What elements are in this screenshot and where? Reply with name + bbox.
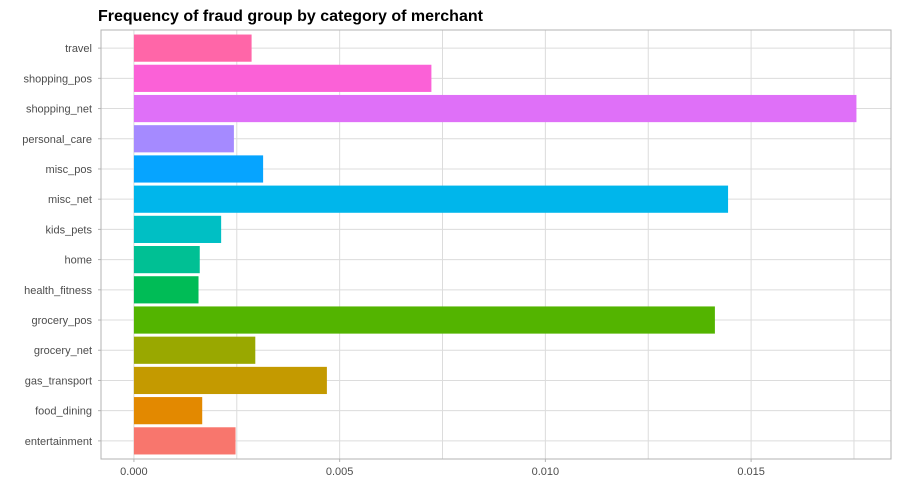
y-axis-tick-labels: entertainment food_dining gas_transport gro… — [22, 43, 101, 448]
x-tick-label: 0.005 — [326, 466, 354, 478]
x-tick-label: 0.010 — [532, 466, 560, 478]
y-tick-label: personal_care — [22, 134, 92, 146]
y-tick-label: grocery_pos — [31, 315, 92, 327]
plot-panel-border — [100, 29, 892, 460]
y-tick-label: misc_pos — [46, 164, 93, 176]
bar-misc-net — [133, 185, 729, 213]
bar-kids-pets — [133, 215, 222, 243]
bar-personal-care — [133, 125, 234, 153]
bar-shopping-net — [133, 94, 857, 123]
grid — [101, 30, 891, 459]
x-tick-label: 0.015 — [737, 466, 765, 478]
y-tick-label: kids_pets — [46, 224, 93, 236]
bar-home — [133, 246, 200, 274]
chart-title: Frequency of fraud group by category of … — [98, 8, 484, 25]
y-tick-label: shopping_net — [26, 104, 92, 116]
bar-entertainment — [133, 427, 236, 455]
x-tick-label: 0.000 — [120, 466, 148, 478]
bar-misc-pos — [133, 155, 264, 183]
y-tick-label: misc_net — [48, 194, 92, 206]
bar-shopping-pos — [133, 64, 432, 92]
bar-food-dining — [133, 397, 203, 425]
y-tick-label: entertainment — [25, 436, 92, 448]
y-tick-label: food_dining — [35, 406, 92, 418]
y-tick-label: shopping_pos — [23, 73, 92, 85]
x-axis-tick-labels: 0.000 0.005 0.010 0.015 — [120, 459, 765, 478]
bars — [133, 34, 857, 455]
y-tick-label: gas_transport — [25, 375, 92, 387]
y-tick-label: travel — [65, 43, 92, 55]
bar-gas-transport — [133, 366, 327, 395]
bar-health-fitness — [133, 276, 199, 304]
bar-travel — [133, 34, 252, 62]
y-tick-label: home — [64, 255, 92, 267]
bar-grocery-net — [133, 336, 256, 364]
bar-grocery-pos — [133, 306, 715, 334]
y-tick-label: grocery_net — [34, 345, 92, 357]
y-tick-label: health_fitness — [24, 285, 92, 297]
